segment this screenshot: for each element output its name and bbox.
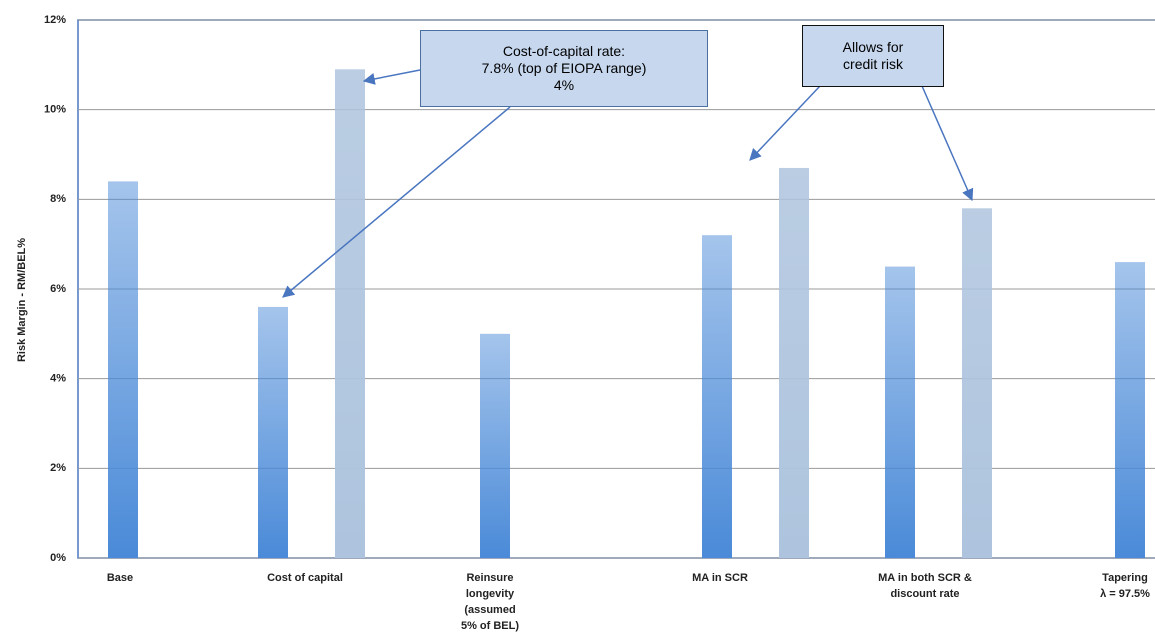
bar [702,235,732,558]
y-axis-label: Risk Margin - RM/BEL% [16,238,28,362]
bar [962,208,992,559]
bar [480,333,510,558]
x-tick-label: MA in both SCR & discount rate [878,572,972,600]
x-tick-label: MA in SCR [692,572,748,584]
y-tick-label: 0% [50,552,66,564]
x-tick-label: Tapering λ = 97.5% [1100,572,1150,600]
bar [258,306,288,558]
bar [779,167,809,558]
annotation: Cost-of-capital rate: 7.8% (top of EIOPA… [420,30,708,107]
annotation-arrows [282,69,974,298]
y-tick-label: 4% [50,373,66,385]
y-tick-label: 8% [50,193,66,205]
annotation: Allows for credit risk [802,25,944,87]
y-tick-label: 6% [50,283,66,295]
x-tick-label: Cost of capital [267,572,343,584]
bar [1115,262,1145,558]
bar [108,181,138,558]
bar [885,266,915,558]
x-tick-label: Reinsure longevity (assumed 5% of BEL) [460,572,520,632]
y-tick-label: 10% [44,104,66,116]
y-tick-label: 12% [44,14,66,26]
bar [335,69,365,559]
y-tick-label: 2% [50,462,66,474]
x-tick-label: Base [106,572,134,584]
